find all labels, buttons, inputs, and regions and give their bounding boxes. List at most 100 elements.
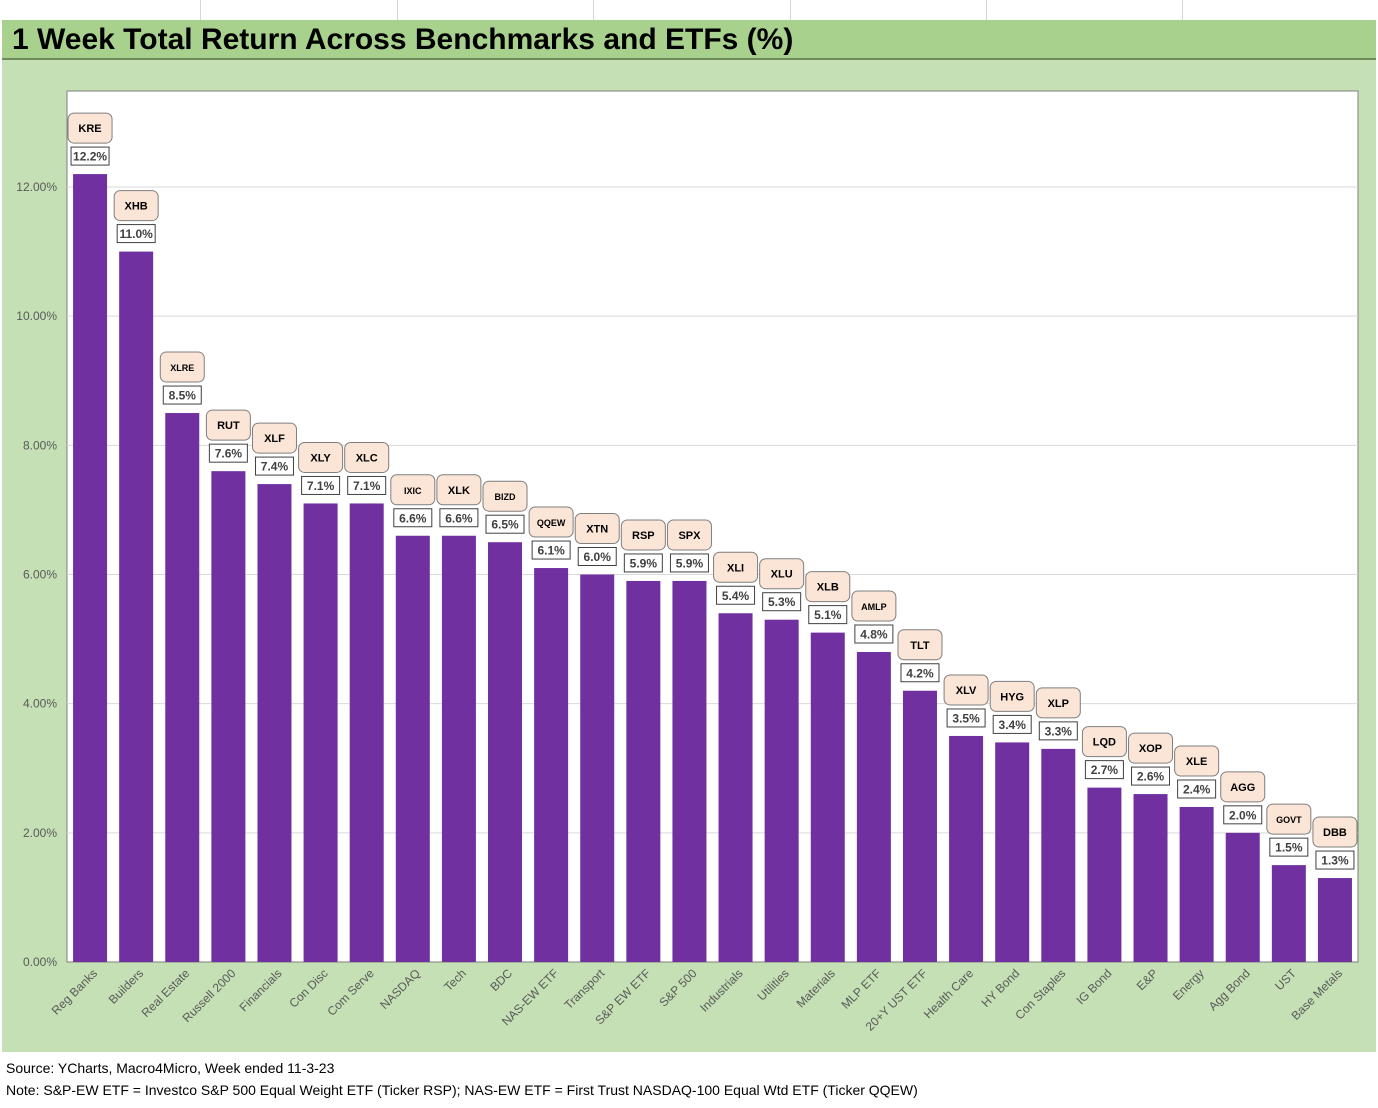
bar — [395, 535, 430, 962]
value-label: 1.3% — [1321, 854, 1349, 868]
bar — [303, 503, 338, 962]
ticker-label: DBB — [1323, 827, 1347, 839]
bar — [349, 503, 384, 962]
x-tick-label: S&P 500 — [656, 966, 699, 1009]
ticker-label: RUT — [217, 420, 240, 432]
bar — [672, 580, 707, 962]
x-tick-label: NASDAQ — [377, 966, 423, 1012]
bar — [856, 652, 891, 962]
value-label-box — [347, 475, 387, 495]
value-label-box — [301, 475, 341, 495]
x-tick-label: Energy — [1170, 966, 1207, 1003]
value-label: 5.1% — [814, 608, 842, 622]
bar-chart: 0.00% 2.00% 4.00% 6.00% 8.00% 10.00% 12.00% 12.… — [16, 90, 1359, 1034]
x-tick-label: Builders — [106, 966, 147, 1007]
bar — [1225, 832, 1260, 962]
ticker-label-box — [482, 480, 528, 512]
ticker-label: GOVT — [1276, 815, 1302, 825]
bar — [718, 613, 753, 962]
x-tick-label: E&P — [1134, 966, 1161, 993]
ticker-label-box — [1312, 816, 1358, 848]
value-label-box — [531, 540, 571, 560]
bar — [1087, 787, 1122, 962]
source-note: Source: YCharts, Macro4Micro, Week ended… — [6, 1060, 335, 1076]
x-tick-label: Con Disc — [286, 966, 330, 1010]
value-label: 7.6% — [215, 447, 243, 461]
title-bar: 1 Week Total Return Across Benchmarks an… — [2, 20, 1376, 60]
ticker-label: IXIC — [404, 486, 422, 496]
y-tick-label: 8.00% — [23, 438, 57, 452]
x-tick-label: Utilities — [755, 966, 792, 1003]
ticker-label-box — [298, 441, 344, 473]
ticker-label: TLT — [910, 640, 930, 652]
bar — [580, 574, 615, 962]
ticker-label: HYG — [1000, 691, 1024, 703]
x-tick-label: BDC — [487, 966, 515, 994]
ticker-label-box — [1081, 726, 1127, 758]
ticker-label-box — [159, 351, 205, 383]
value-label: 5.4% — [722, 589, 750, 603]
ticker-label: XTN — [586, 524, 608, 536]
x-tick-label: UST — [1272, 966, 1299, 993]
value-label-box — [1269, 837, 1309, 857]
y-tick-label: 10.00% — [16, 309, 57, 323]
value-label: 11.0% — [119, 227, 153, 241]
value-label: 4.8% — [860, 628, 888, 642]
ticker-label-box — [67, 112, 113, 144]
ticker-label-box — [713, 551, 759, 583]
ticker-label-box — [1220, 771, 1266, 803]
bar — [165, 413, 200, 963]
value-label-box — [1177, 779, 1217, 799]
y-tick-label: 2.00% — [23, 826, 57, 840]
bar — [73, 174, 108, 962]
y-tick-label: 12.00% — [16, 180, 57, 194]
ticker-label: XHB — [125, 201, 148, 213]
x-tick-label: IG Bond — [1073, 966, 1114, 1007]
x-tick-label: MLP ETF — [838, 966, 884, 1012]
y-tick-label: 6.00% — [23, 568, 57, 582]
ticker-label: BIZD — [495, 492, 516, 502]
ticker-label: XLF — [264, 433, 285, 445]
y-tick-label: 0.00% — [23, 955, 57, 969]
ticker-label: XLRE — [170, 363, 194, 373]
bar — [949, 735, 984, 962]
value-label: 7.4% — [261, 460, 289, 474]
value-label-box — [1315, 850, 1355, 870]
ticker-label: XLE — [1186, 756, 1207, 768]
ticker-label: XLV — [956, 685, 977, 697]
ticker-label: LQD — [1093, 737, 1116, 749]
bar — [1133, 794, 1168, 962]
bar — [764, 619, 799, 962]
ticker-label: XOP — [1139, 743, 1162, 755]
ticker-label: XLU — [771, 569, 793, 581]
ticker-label-box — [390, 474, 436, 506]
bar — [441, 535, 476, 962]
ticker-label-box — [1174, 745, 1220, 777]
x-tick-label: Tech — [441, 966, 469, 994]
ticker-label-box — [1128, 732, 1174, 764]
value-label: 8.5% — [169, 389, 197, 403]
y-tick-label: 4.00% — [23, 697, 57, 711]
value-label: 5.9% — [676, 556, 704, 570]
x-tick-label: HY Bond — [979, 966, 1023, 1010]
value-label: 2.7% — [1091, 763, 1119, 777]
x-tick-label: Health Care — [921, 966, 976, 1021]
bar — [1179, 807, 1214, 962]
value-label-box — [162, 385, 202, 405]
ticker-label-box — [251, 422, 297, 454]
ticker-label-box — [620, 519, 666, 551]
value-label: 1.5% — [1275, 841, 1303, 855]
ticker-label-box — [989, 680, 1035, 712]
value-label-box — [485, 514, 525, 534]
value-label-box — [577, 547, 617, 566]
bar — [534, 568, 569, 962]
bar — [810, 632, 845, 962]
ticker-label-box — [528, 506, 574, 538]
value-label-box — [393, 508, 433, 528]
value-label-box — [900, 663, 940, 683]
bar — [1317, 878, 1352, 962]
value-label-box — [716, 585, 756, 605]
ticker-label: AGG — [1230, 782, 1255, 794]
x-tick-label: Agg Bond — [1206, 966, 1253, 1013]
value-label: 5.3% — [768, 595, 796, 609]
